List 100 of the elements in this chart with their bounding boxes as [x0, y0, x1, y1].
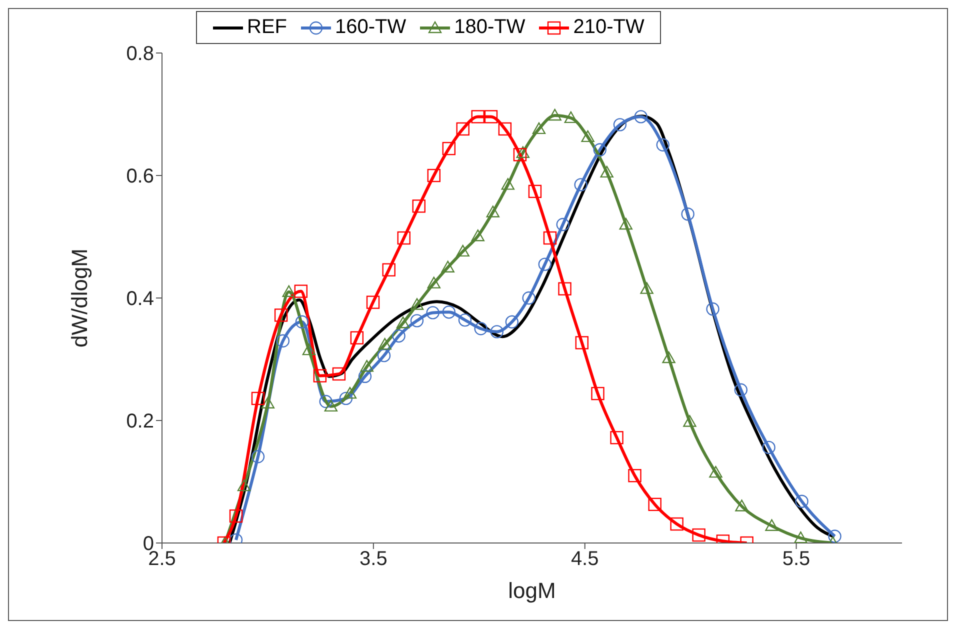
point — [377, 348, 391, 362]
x-tick-label: 3.5 — [360, 548, 388, 570]
point — [261, 396, 275, 408]
y-tick-label: 0.2 — [126, 410, 154, 433]
point — [360, 360, 374, 372]
point — [640, 282, 654, 294]
x-tick-label: 4.5 — [570, 548, 599, 570]
point — [692, 528, 706, 542]
legend-label: 180-TW — [454, 16, 526, 39]
point — [662, 351, 676, 364]
point — [734, 383, 748, 396]
x-axis-title: logM — [508, 578, 556, 603]
point — [532, 122, 546, 134]
point — [350, 331, 364, 344]
point — [709, 466, 722, 478]
point — [427, 168, 440, 182]
point — [516, 146, 530, 158]
point — [412, 200, 426, 213]
point — [274, 308, 288, 322]
point — [442, 305, 456, 319]
point — [522, 291, 536, 305]
point — [656, 138, 670, 152]
point — [558, 282, 572, 296]
point — [498, 122, 512, 136]
point — [501, 178, 514, 190]
point — [456, 122, 470, 136]
point — [794, 532, 808, 543]
point — [251, 392, 265, 406]
point — [513, 148, 527, 162]
point — [543, 231, 557, 245]
point — [471, 110, 484, 124]
point — [610, 431, 624, 444]
point — [600, 166, 614, 178]
point — [294, 284, 308, 298]
point — [670, 517, 684, 531]
point — [339, 392, 353, 406]
point — [490, 325, 504, 338]
point — [319, 394, 332, 408]
point — [282, 285, 296, 297]
point — [556, 218, 570, 232]
point — [505, 315, 519, 328]
legend-label: REF — [247, 16, 287, 39]
y-axis-title: dW/dlogM — [66, 248, 92, 348]
point — [548, 108, 562, 121]
point — [302, 343, 316, 356]
point — [593, 143, 606, 156]
point — [591, 386, 604, 400]
point — [366, 296, 380, 309]
y-tick-label: 0.8 — [126, 43, 154, 66]
point — [295, 315, 309, 328]
point — [683, 415, 696, 427]
point — [396, 316, 410, 328]
point — [427, 276, 440, 288]
point — [574, 178, 588, 192]
x-tick-label: 5.5 — [782, 548, 810, 570]
point — [619, 218, 632, 230]
point — [648, 498, 662, 512]
point — [581, 130, 594, 142]
point — [486, 206, 500, 218]
point — [276, 334, 290, 348]
point — [474, 322, 488, 336]
point — [332, 367, 346, 381]
point — [628, 469, 642, 482]
legend-label: 210-TW — [573, 16, 644, 39]
point — [538, 258, 552, 271]
point — [392, 329, 406, 343]
point — [795, 494, 808, 508]
point — [237, 479, 251, 492]
point — [634, 110, 648, 124]
point — [397, 231, 410, 245]
point — [528, 184, 542, 198]
point — [442, 142, 456, 156]
point — [762, 440, 776, 454]
point — [313, 369, 327, 382]
point — [456, 244, 470, 257]
point — [358, 370, 372, 383]
point — [613, 118, 627, 132]
point — [484, 110, 498, 124]
y-tick-label: 0.4 — [126, 288, 154, 310]
point — [765, 519, 778, 531]
y-tick-label: 0.6 — [126, 166, 154, 188]
point — [229, 509, 243, 523]
point — [471, 230, 484, 242]
point — [575, 336, 588, 350]
point — [251, 450, 265, 464]
point — [458, 313, 472, 327]
point — [441, 260, 454, 272]
point — [735, 500, 748, 512]
point — [410, 314, 424, 328]
point — [828, 530, 842, 543]
point — [343, 386, 357, 399]
point — [378, 338, 392, 350]
point — [426, 306, 440, 320]
point — [410, 298, 424, 310]
point — [706, 302, 720, 316]
point — [382, 263, 396, 276]
point — [681, 207, 694, 221]
legend-label: 160-TW — [335, 16, 406, 39]
point — [564, 111, 578, 124]
point — [324, 400, 338, 412]
